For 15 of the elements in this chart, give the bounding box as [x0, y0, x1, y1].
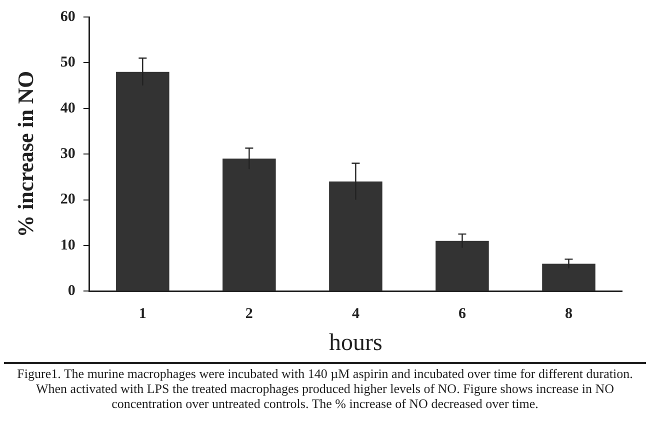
x-tick-label: 1	[138, 306, 146, 322]
y-tick-label: 10	[60, 237, 76, 254]
x-tick-label: 6	[458, 306, 466, 322]
y-tick-label: 50	[60, 54, 76, 71]
x-tick-label: 2	[245, 306, 253, 322]
y-tick-label: 30	[60, 146, 76, 162]
y-tick-label: 20	[60, 192, 76, 208]
y-tick-label: 60	[60, 8, 76, 25]
y-axis-title: % increase in NO	[12, 70, 38, 238]
y-tick-label: 40	[60, 100, 76, 116]
y-tick-label: 0	[68, 283, 76, 300]
x-tick-label: 4	[352, 306, 360, 322]
x-axis-title: hours	[329, 330, 382, 356]
x-tick-label: 8	[564, 306, 572, 322]
caption: Figure1. The murine macrophages were incubated with 140 µM aspirin and incubated over time for different duration. When activated with LPS the treated macrophages produced higher levels of NO. Figure shows increase in NO concentration over untreated controls. The % increase of NO decreased over time.	[4, 362, 646, 413]
